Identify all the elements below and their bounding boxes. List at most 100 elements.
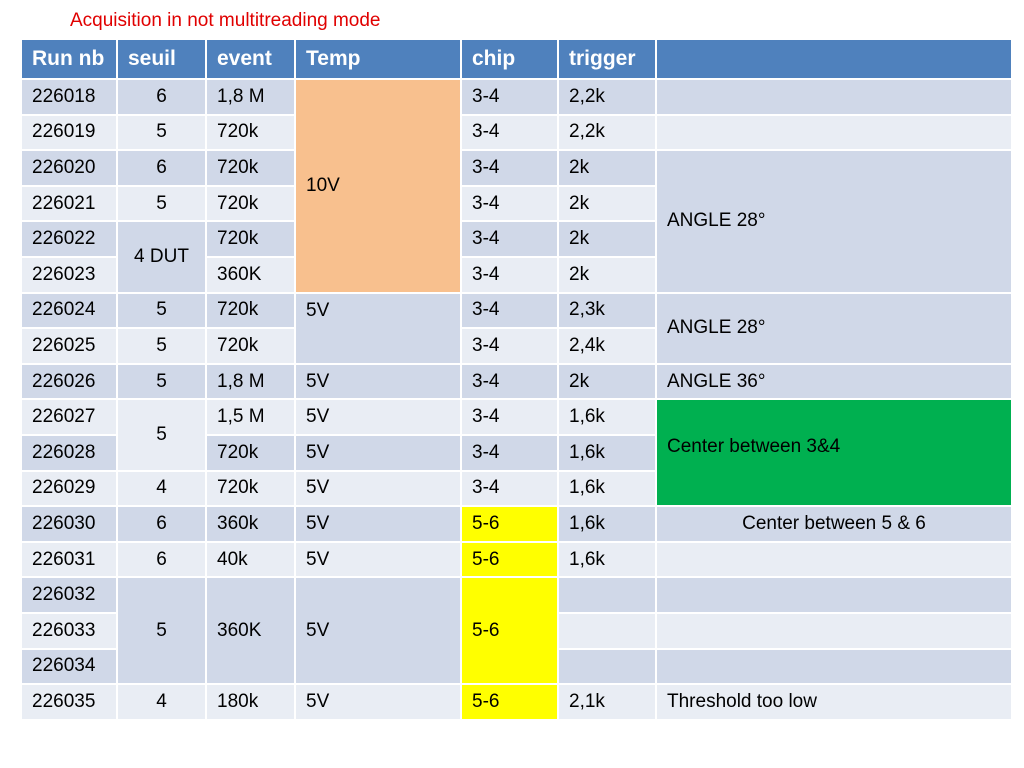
table-row: 226024 5 720k 5V 3-4 2,3k ANGLE 28° [20,291,1013,365]
cell-trigger: 1,6k [557,433,657,472]
cell-chip: 3-4 [460,184,559,223]
cell-seuil: 4 [116,469,207,508]
cell-event: 720k [205,469,296,508]
cell-temp: 5V [294,683,462,721]
cell-seuil: 6 [116,540,207,579]
cell-trigger [557,611,657,650]
cell-event: 1,8 M [205,362,296,401]
cell-event: 720k [205,149,296,187]
cell-chip: 3-4 [460,255,559,294]
cell-run: 226025 [20,327,118,365]
cell-trigger [557,576,657,614]
cell-event-360k: 360K [205,576,296,686]
cell-chip: 5-6 [460,540,559,579]
header-run-nb: Run nb [20,38,118,80]
cell-chip: 3-4 [460,291,559,330]
cell-chip: 3-4 [460,362,559,401]
cell-temp: 5V [294,505,462,543]
table-row: 226020 6 720k 3-4 2k ANGLE 28° [20,149,1013,294]
table-row: 226031 6 40k 5V 5-6 1,6k [20,540,1013,579]
table-row: 226035 4 180k 5V 5-6 2,1k Threshold too … [20,683,1013,721]
cell-event: 360k [205,505,296,543]
cell-chip-5-6: 5-6 [460,576,559,686]
cell-seuil-4-dut: 4 DUT [116,220,207,294]
cell-seuil: 5 [116,362,207,401]
table-row: 226023 360K 3-4 2k [20,255,1012,294]
cell-run: 226035 [20,683,118,721]
cell-run: 226028 [20,433,118,472]
cell-seuil: 4 [116,683,207,721]
cell-note [655,78,1013,116]
cell-seuil-5: 5 [116,576,207,686]
cell-temp: 5V [294,433,462,472]
header-trigger: trigger [557,38,657,80]
table-row: 226022 4 DUT 720k 3-4 2k [20,220,1012,294]
header-temp: Temp [294,38,462,80]
cell-event: 720k [205,433,296,472]
cell-event: 720k [205,327,296,365]
cell-seuil: 6 [116,78,207,116]
cell-note [655,113,1013,152]
cell-trigger: 2,3k [557,291,657,330]
cell-run: 226034 [20,647,118,686]
cell-chip: 5-6 [460,683,559,721]
cell-run: 226020 [20,149,118,187]
table-row: 226026 5 1,8 M 5V 3-4 2k ANGLE 36° [20,362,1013,401]
table-row: 226033 [20,611,1013,650]
cell-temp: 5V [294,398,462,436]
cell-trigger: 2k [557,362,657,401]
cell-note-center-3-4: Center between 3&4 [655,398,1013,508]
cell-trigger: 2,2k [557,78,657,116]
cell-seuil: 5 [116,291,207,330]
slide-title: Acquisition in not multitreading mode [70,10,381,31]
cell-note [655,647,1013,686]
header-row: Run nb seuil event Temp chip trigger [20,38,1013,80]
cell-seuil-5: 5 [116,398,207,472]
cell-chip: 3-4 [460,398,559,436]
header-seuil: seuil [116,38,207,80]
cell-note-angle-28: ANGLE 28° [655,291,1013,365]
cell-trigger: 2,1k [557,683,657,721]
cell-temp: 5V [294,540,462,579]
cell-event: 720k [205,184,296,223]
cell-chip: 3-4 [460,113,559,152]
cell-note-center-5-6: Center between 5 & 6 [655,505,1013,543]
cell-trigger: 2k [557,184,657,223]
cell-temp: 5V [294,362,462,401]
cell-run: 226030 [20,505,118,543]
table-row: 226025 5 720k 3-4 2,4k [20,327,1012,365]
cell-run: 226032 [20,576,118,614]
cell-run: 226024 [20,291,118,330]
table-row: 226027 5 1,5 M 5V 3-4 1,6k Center betwee… [20,398,1013,508]
cell-event: 720k [205,220,296,258]
cell-trigger: 2k [557,220,657,258]
cell-note [655,540,1013,579]
header-chip: chip [460,38,559,80]
cell-trigger: 2,4k [557,327,657,365]
cell-chip: 3-4 [460,149,559,187]
cell-temp-10v: 10V [294,78,462,294]
cell-run: 226033 [20,611,118,650]
cell-trigger: 2k [557,255,657,294]
cell-event: 720k [205,113,296,152]
cell-event: 1,8 M [205,78,296,116]
cell-run: 226027 [20,398,118,436]
cell-seuil: 5 [116,327,207,365]
cell-note [655,611,1013,650]
cell-note-angle-28: ANGLE 28° [655,149,1013,294]
cell-chip: 3-4 [460,78,559,116]
cell-seuil: 5 [116,184,207,223]
cell-note-threshold: Threshold too low [655,683,1013,721]
cell-chip: 3-4 [460,433,559,472]
table-row: 226030 6 360k 5V 5-6 1,6k Center between… [20,505,1013,543]
table-row: 226032 5 360K 5V 5-6 [20,576,1013,686]
cell-run: 226019 [20,113,118,152]
cell-chip: 3-4 [460,220,559,258]
cell-temp-5v: 5V [294,576,462,686]
cell-run: 226031 [20,540,118,579]
cell-trigger: 2,2k [557,113,657,152]
header-event: event [205,38,296,80]
cell-trigger: 1,6k [557,469,657,508]
cell-trigger: 1,6k [557,540,657,579]
cell-temp: 5V [294,469,462,508]
